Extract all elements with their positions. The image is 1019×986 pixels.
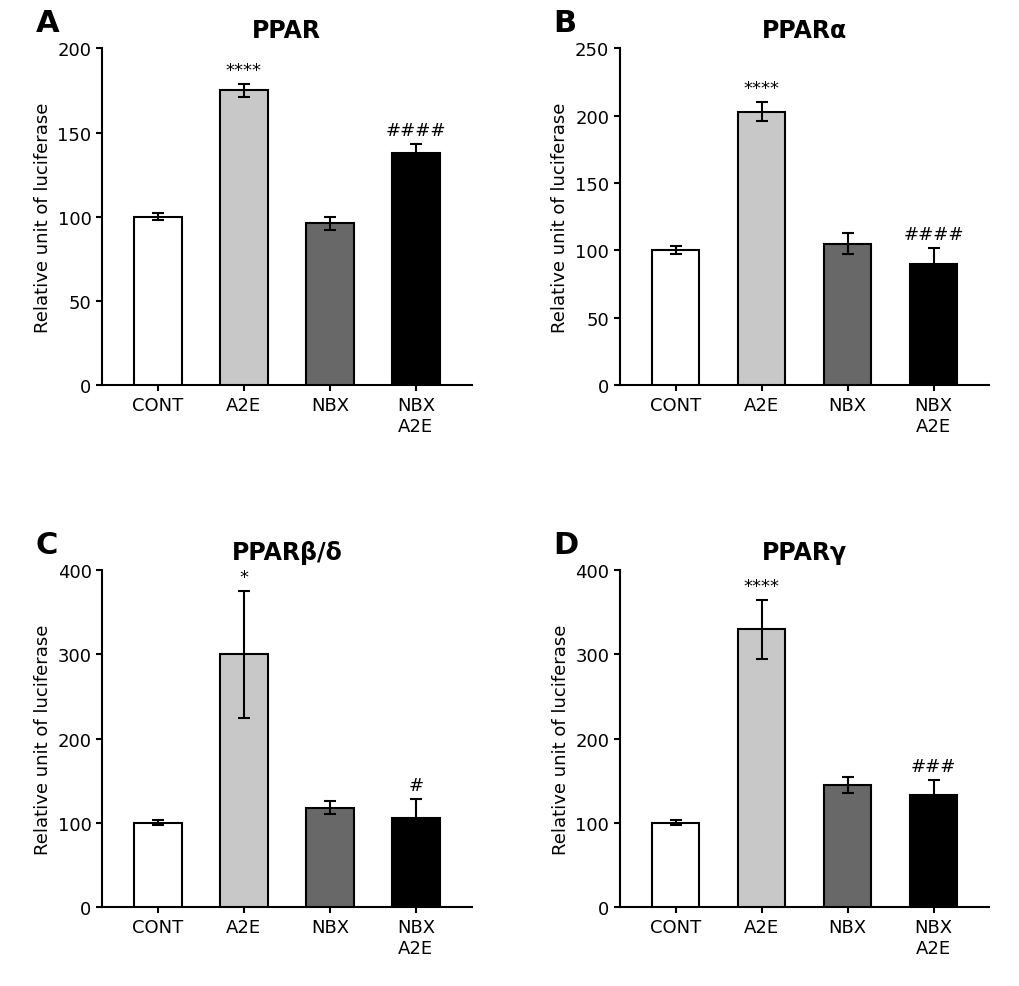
Y-axis label: Relative unit of luciferase: Relative unit of luciferase [551, 103, 569, 332]
Text: ###: ### [910, 757, 955, 775]
Bar [823, 785, 870, 907]
Bar [392, 818, 439, 907]
Text: ****: **** [225, 61, 262, 80]
Bar [823, 245, 870, 386]
Title: PPARγ: PPARγ [761, 540, 846, 565]
Text: C: C [36, 530, 58, 559]
Title: PPARα: PPARα [761, 19, 847, 43]
Bar [220, 92, 267, 386]
Y-axis label: Relative unit of luciferase: Relative unit of luciferase [551, 624, 570, 854]
Bar [135, 218, 181, 386]
Title: PPAR: PPAR [252, 19, 321, 43]
Bar [392, 154, 439, 386]
Text: D: D [552, 530, 578, 559]
Bar [651, 823, 698, 907]
Bar [135, 823, 181, 907]
Bar [306, 224, 354, 386]
Y-axis label: Relative unit of luciferase: Relative unit of luciferase [34, 624, 52, 854]
Bar [220, 655, 267, 907]
Bar [909, 264, 956, 386]
Y-axis label: Relative unit of luciferase: Relative unit of luciferase [34, 103, 52, 332]
Text: B: B [552, 9, 576, 37]
Bar [737, 630, 785, 907]
Text: ####: #### [903, 226, 963, 244]
Bar [909, 796, 956, 907]
Text: ****: **** [743, 577, 779, 596]
Bar [651, 251, 698, 386]
Text: *: * [239, 569, 249, 587]
Title: PPARβ/δ: PPARβ/δ [231, 540, 342, 565]
Text: ####: #### [385, 122, 445, 140]
Text: A: A [36, 9, 59, 37]
Text: #: # [408, 776, 423, 795]
Bar [737, 112, 785, 386]
Text: ****: **** [743, 80, 779, 98]
Bar [306, 808, 354, 907]
